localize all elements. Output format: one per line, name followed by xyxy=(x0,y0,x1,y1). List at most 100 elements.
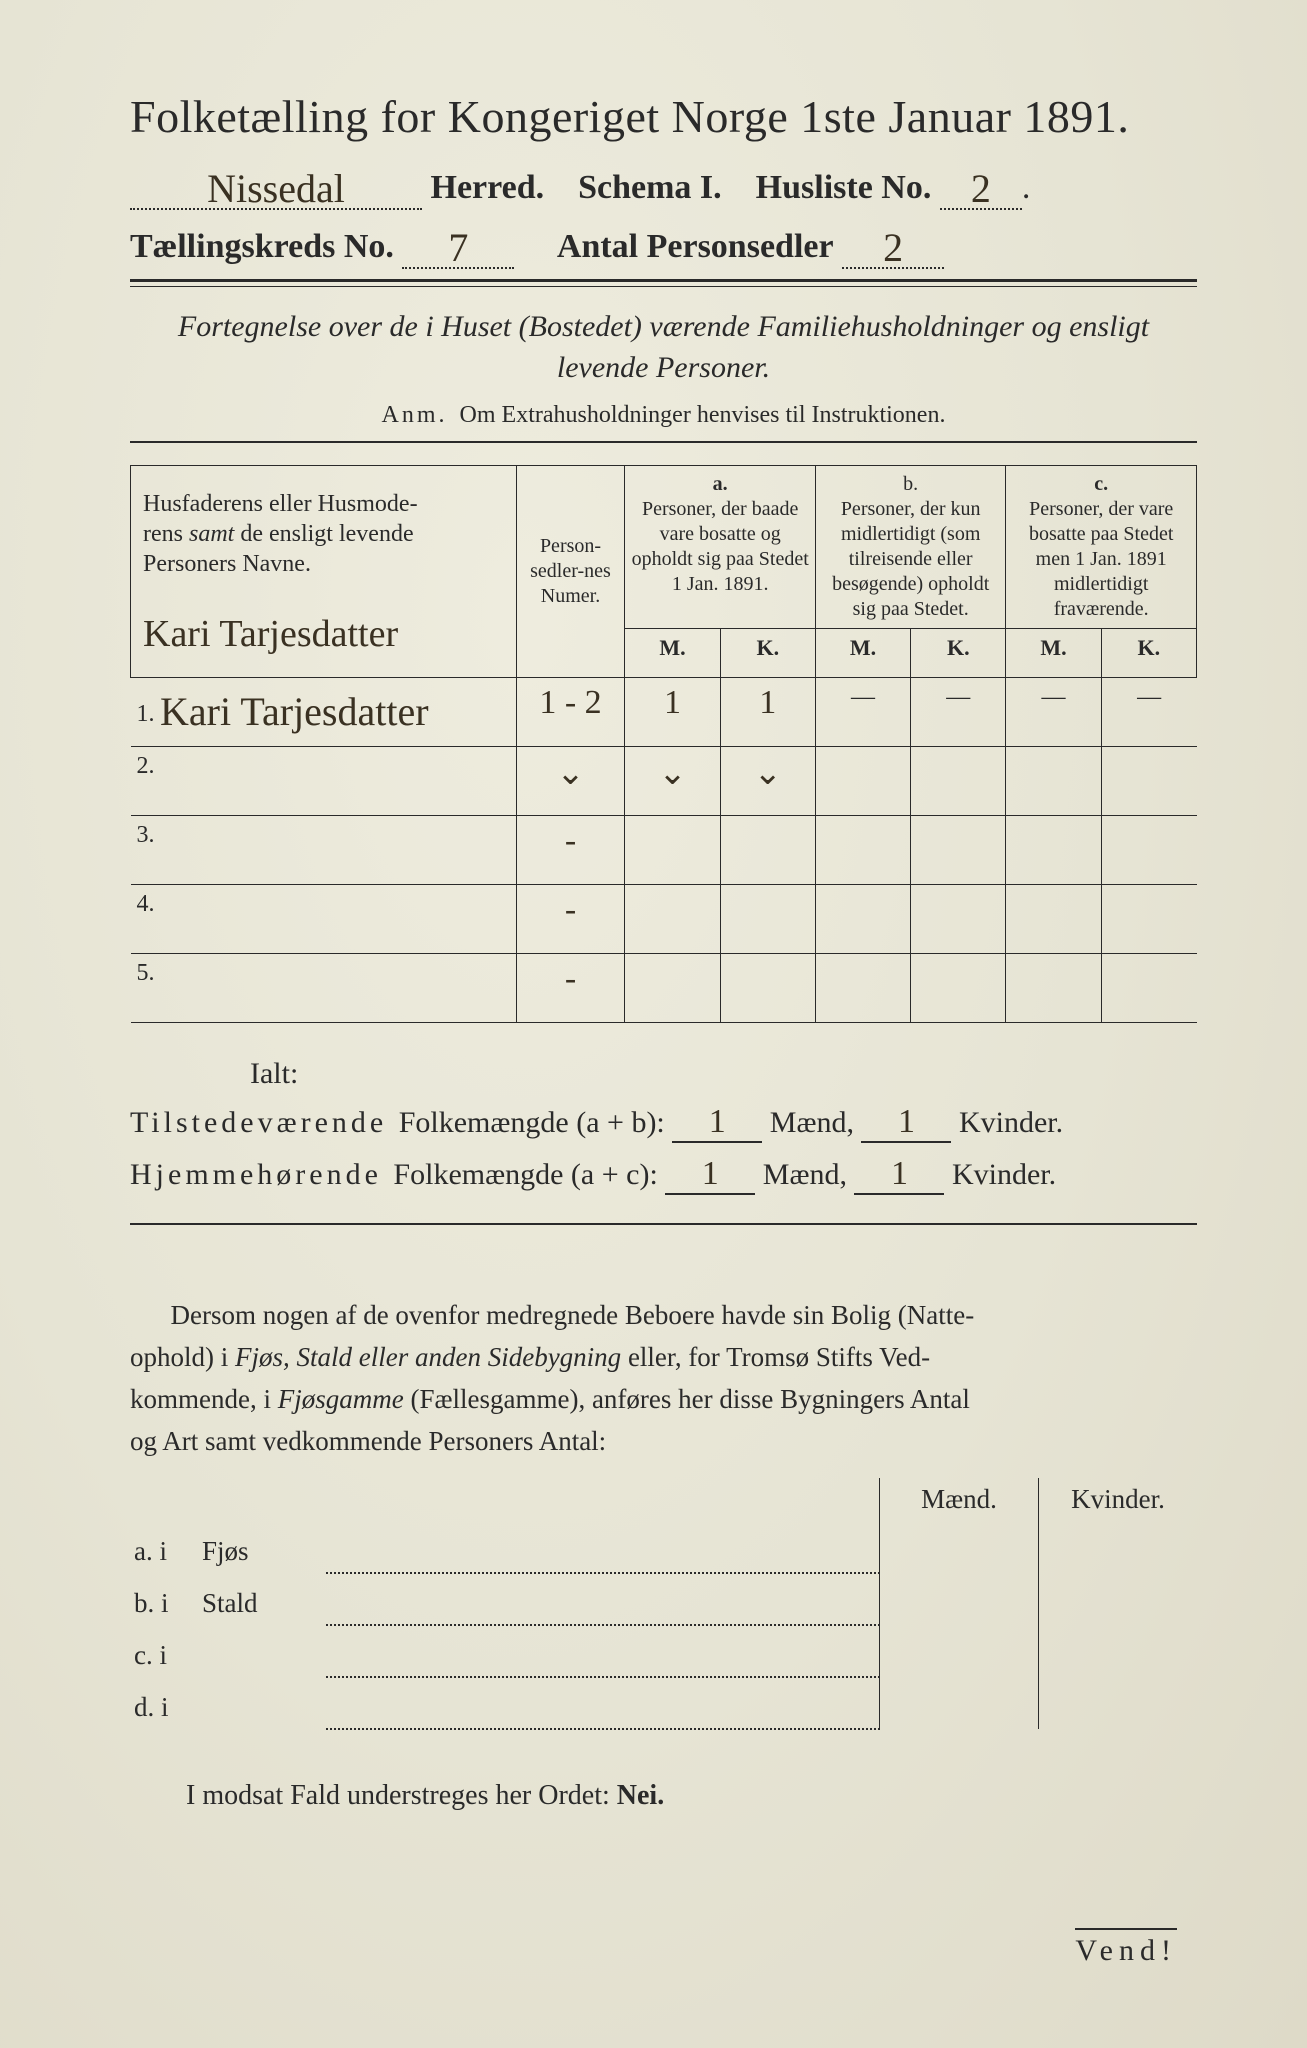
schema-label: Schema I. xyxy=(578,169,722,206)
row-c-m xyxy=(1006,747,1101,816)
table-row: 1. Kari Tarjesdatter1 - 211———— xyxy=(131,678,1197,747)
anm-prefix: Anm. xyxy=(382,402,448,428)
divider xyxy=(130,279,1197,287)
bolig-row-m xyxy=(880,1625,1039,1677)
row-a-m xyxy=(625,816,720,885)
husliste-label: Husliste No. xyxy=(756,169,932,206)
antal-hw: 2 xyxy=(883,224,903,271)
tilstede-k-hw: 1 xyxy=(898,1103,915,1140)
bolig-row-lbl: c. i xyxy=(130,1625,198,1677)
row-c-m xyxy=(1006,954,1101,1023)
col-name-hdr: Husfaderens eller Husmode-rens samt de e… xyxy=(143,491,418,577)
bolig-table: Mænd. Kvinder. a. iFjøsb. iStaldc. id. i xyxy=(130,1478,1197,1730)
tilstede-m-hw: 1 xyxy=(709,1103,726,1140)
row-b-k xyxy=(911,954,1006,1023)
bolig-row-k xyxy=(1039,1521,1198,1573)
row-a-k: ⌄ xyxy=(720,747,815,816)
bolig-row-k xyxy=(1039,1677,1198,1729)
row-numer: ⌄ xyxy=(516,747,625,816)
table-row: 4. - xyxy=(131,885,1197,954)
head-name-hw: Kari Tarjesdatter xyxy=(143,611,398,659)
row-b-m xyxy=(815,954,910,1023)
row-a-k xyxy=(720,816,815,885)
fortegnelse-l1: Fortegnelse over de i Huset (Bostedet) v… xyxy=(178,310,1149,343)
row-b-k xyxy=(911,747,1006,816)
row-a-k: 1 xyxy=(720,678,815,747)
kvinder-lbl-2: Kvinder. xyxy=(952,1158,1056,1191)
bolig-row: a. iFjøs xyxy=(130,1521,1197,1573)
bolig-row-dots xyxy=(326,1573,880,1625)
bolig-row-lbl: b. i xyxy=(130,1573,198,1625)
col-a-text: Personer, der baade vare bosatte og opho… xyxy=(632,498,809,595)
bolig-paragraph: Dersom nogen af de ovenfor medregnede Be… xyxy=(130,1295,1197,1462)
tilstede-label: Tilstedeværende xyxy=(130,1106,399,1139)
mk-c-k: K. xyxy=(1101,629,1196,678)
row-c-k: — xyxy=(1101,678,1196,747)
maend-lbl-2: Mænd, xyxy=(763,1158,847,1191)
page-title: Folketælling for Kongeriget Norge 1ste J… xyxy=(130,90,1197,143)
row-b-m xyxy=(815,885,910,954)
herred-label: Herred. xyxy=(431,169,545,206)
row-name: 1. Kari Tarjesdatter xyxy=(131,678,517,747)
row-c-k xyxy=(1101,954,1196,1023)
row-numer: - xyxy=(516,954,625,1023)
table-row: 5. - xyxy=(131,954,1197,1023)
bolig-row-m xyxy=(880,1677,1039,1729)
row-b-k xyxy=(911,816,1006,885)
col-b-hdr: b. Personer, der kun midlertidigt (som t… xyxy=(815,466,1006,629)
row-c-k xyxy=(1101,816,1196,885)
mk-c-m: M. xyxy=(1006,629,1101,678)
row-numer: - xyxy=(516,885,625,954)
col-b-label: b. xyxy=(903,473,918,495)
row-b-k xyxy=(911,885,1006,954)
row-c-m xyxy=(1006,816,1101,885)
header-line-3: Tællingskreds No. 7 Antal Personsedler 2 xyxy=(130,220,1197,269)
hjemme-k-hw: 1 xyxy=(891,1155,908,1192)
bolig-row-word: Stald xyxy=(198,1573,326,1625)
bolig-row-lbl: d. i xyxy=(130,1677,198,1729)
col-c-text: Personer, der vare bosatte paa Stedet me… xyxy=(1029,498,1173,620)
row-a-m xyxy=(625,954,720,1023)
row-numer: 1 - 2 xyxy=(516,678,625,747)
row-name: 4. xyxy=(131,885,517,954)
row-numer: - xyxy=(516,816,625,885)
fortegnelse-l2: levende Personer. xyxy=(557,351,770,384)
kvinder-hdr: Kvinder. xyxy=(1039,1478,1198,1521)
row-c-k xyxy=(1101,747,1196,816)
row-c-m xyxy=(1006,885,1101,954)
mk-b-k: K. xyxy=(911,629,1006,678)
antal-label: Antal Personsedler xyxy=(557,228,834,265)
row-c-m: — xyxy=(1006,678,1101,747)
row-c-k xyxy=(1101,885,1196,954)
col-a-label: a. xyxy=(713,473,728,495)
row-name: 3. xyxy=(131,816,517,885)
modsat-line: I modsat Fald understreges her Ordet: Ne… xyxy=(130,1780,1197,1812)
vend-label: Vend! xyxy=(1075,1928,1177,1968)
bolig-row-word xyxy=(198,1625,326,1677)
bolig-row-word: Fjøs xyxy=(198,1521,326,1573)
anm-text: Om Extrahusholdninger henvises til Instr… xyxy=(460,402,946,428)
mk-a-m: M. xyxy=(625,629,720,678)
col-a-hdr: a. Personer, der baade vare bosatte og o… xyxy=(625,466,816,629)
row-a-m xyxy=(625,885,720,954)
herred-name-hw: Nissedal xyxy=(207,165,345,212)
bolig-row-k xyxy=(1039,1625,1198,1677)
maend-hdr: Mænd. xyxy=(880,1478,1039,1521)
row-b-m xyxy=(815,816,910,885)
maend-lbl: Mænd, xyxy=(770,1106,854,1139)
bolig-row-m xyxy=(880,1521,1039,1573)
col-c-hdr: c. Personer, der vare bosatte paa Stedet… xyxy=(1006,466,1197,629)
mk-a-k: K. xyxy=(720,629,815,678)
table-row: 3. - xyxy=(131,816,1197,885)
ialt-label: Ialt: xyxy=(250,1057,1197,1091)
header-line-2: Nissedal Herred. Schema I. Husliste No. … xyxy=(130,161,1197,210)
row-a-k xyxy=(720,885,815,954)
census-table: Husfaderens eller Husmode-rens samt de e… xyxy=(130,465,1197,1023)
row-a-k xyxy=(720,954,815,1023)
divider-2 xyxy=(130,441,1197,443)
bolig-row: b. iStald xyxy=(130,1573,1197,1625)
totals-block: Ialt: Tilstedeværende Folkemængde (a + b… xyxy=(130,1057,1197,1195)
row-b-m: — xyxy=(815,678,910,747)
anm: Anm. Om Extrahusholdninger henvises til … xyxy=(130,402,1197,429)
row-b-k: — xyxy=(911,678,1006,747)
